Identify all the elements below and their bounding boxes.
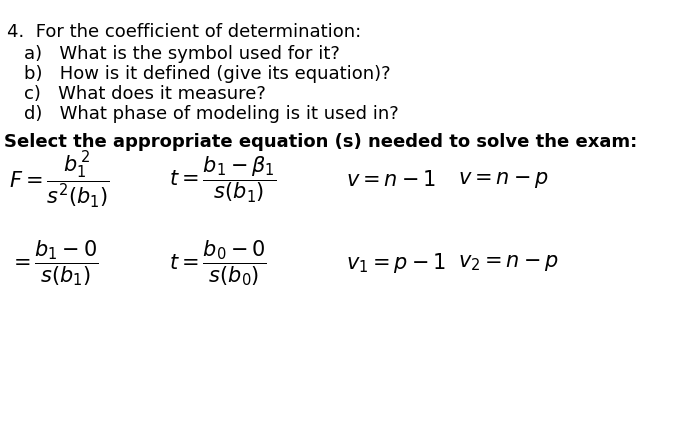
Text: d)   What phase of modeling is it used in?: d) What phase of modeling is it used in? — [25, 105, 399, 123]
Text: $t = \dfrac{b_1 - \beta_1}{s(b_1)}$: $t = \dfrac{b_1 - \beta_1}{s(b_1)}$ — [169, 155, 276, 205]
Text: $v = n - 1$: $v = n - 1$ — [346, 170, 436, 190]
Text: $F = \dfrac{b_1^{\,2}}{s^2(b_1)}$: $F = \dfrac{b_1^{\,2}}{s^2(b_1)}$ — [8, 149, 109, 210]
Text: Select the appropriate equation (s) needed to solve the exam:: Select the appropriate equation (s) need… — [4, 133, 638, 151]
Text: 4.  For the coefficient of determination:: 4. For the coefficient of determination: — [7, 23, 361, 41]
Text: b)   How is it defined (give its equation)?: b) How is it defined (give its equation)… — [25, 65, 391, 83]
Text: c)   What does it measure?: c) What does it measure? — [25, 85, 266, 103]
Text: $v = n - p$: $v = n - p$ — [458, 170, 550, 190]
Text: $= \dfrac{b_1 - 0}{s(b_1)}$: $= \dfrac{b_1 - 0}{s(b_1)}$ — [8, 238, 98, 288]
Text: a)   What is the symbol used for it?: a) What is the symbol used for it? — [25, 45, 340, 63]
Text: $v_2 = n - p$: $v_2 = n - p$ — [458, 253, 559, 273]
Text: $t = \dfrac{b_0 - 0}{s(b_0)}$: $t = \dfrac{b_0 - 0}{s(b_0)}$ — [169, 238, 267, 288]
Text: $v_1 = p - 1$: $v_1 = p - 1$ — [346, 251, 446, 275]
